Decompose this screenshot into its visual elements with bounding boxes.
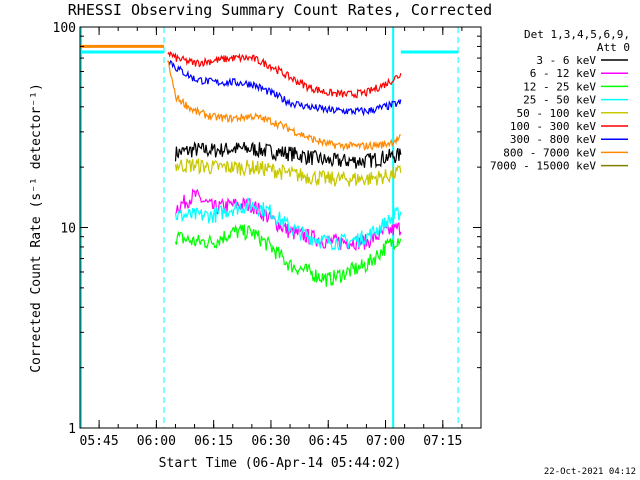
legend-label-8: 7000 - 15000 keV [490, 160, 596, 173]
legend-header-line-2: Att 0 [597, 41, 630, 54]
x-tick-label-6: 07:15 [423, 434, 462, 449]
chart-title: RHESSI Observing Summary Count Rates, Co… [68, 1, 492, 19]
series-line-5 [167, 50, 402, 99]
series-group [167, 50, 402, 287]
series-line-2 [174, 224, 402, 287]
series-line-6 [167, 59, 402, 117]
series-line-7 [167, 60, 401, 152]
legend-label-0: 3 - 6 keV [536, 54, 596, 67]
x-axis-label: Start Time (06-Apr-14 05:44:02) [159, 456, 402, 471]
legend-label-6: 300 - 800 keV [510, 133, 596, 146]
legend-label-1: 6 - 12 keV [530, 67, 597, 80]
legend-label-7: 800 - 7000 keV [503, 146, 596, 159]
series-line-1 [174, 188, 402, 252]
series-line-4 [174, 158, 402, 187]
x-tick-label-1: 06:00 [137, 434, 176, 449]
footer-stamp: 22-Oct-2021 04:12 [544, 467, 636, 477]
y-tick-label-1: 10 [60, 222, 76, 237]
x-tick-label-4: 06:45 [309, 434, 348, 449]
y-axis-ticks: 1 10 100 [53, 21, 481, 437]
x-tick-label-3: 06:30 [251, 434, 290, 449]
legend-label-3: 25 - 50 keV [523, 94, 596, 107]
legend-label-5: 100 - 300 keV [510, 120, 596, 133]
y-tick-label-2: 100 [53, 21, 76, 36]
legend-label-4: 50 - 100 keV [517, 107, 597, 120]
x-axis-ticks: 05:45 06:00 06:15 06:30 06:45 07:00 07:15 [79, 27, 482, 449]
series-line-0 [174, 141, 402, 169]
y-tick-label-0: 1 [68, 422, 76, 437]
x-tick-label-5: 07:00 [366, 434, 405, 449]
legend-header-line-1: Det 1,3,4,5,6,9, [524, 28, 630, 41]
legend-label-2: 12 - 25 keV [523, 80, 596, 93]
x-tick-label-2: 06:15 [194, 434, 233, 449]
y-axis-label: Corrected Count Rate (s⁻¹ detector⁻¹) [29, 83, 44, 373]
series-line-3 [174, 196, 402, 251]
time-markers [80, 27, 459, 428]
x-tick-label-0: 05:45 [80, 434, 119, 449]
